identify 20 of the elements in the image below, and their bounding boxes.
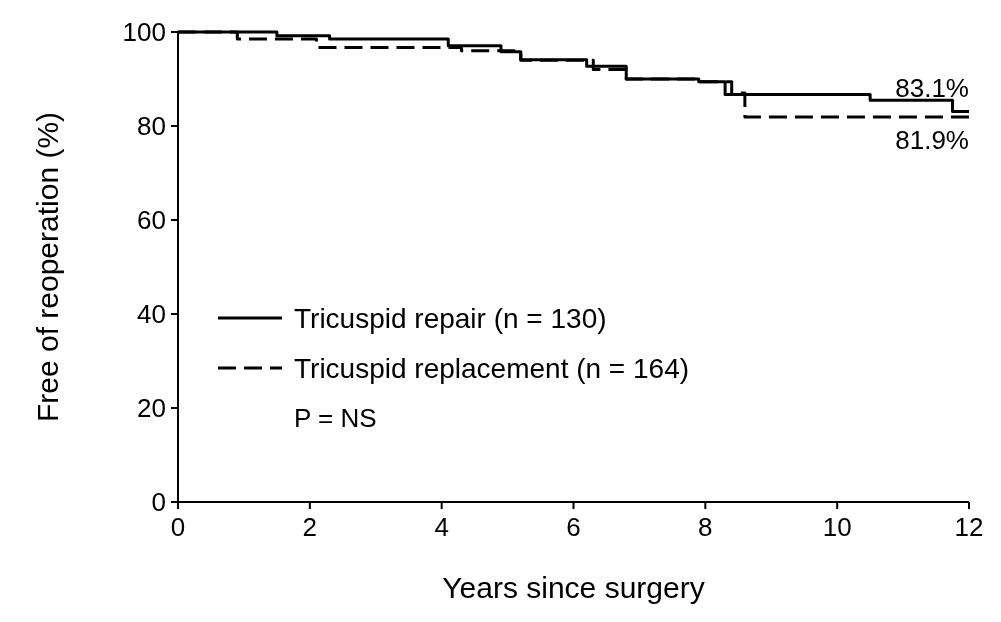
x-tick-label: 0 <box>170 512 186 542</box>
y-axis-title: Free of reoperation (%) <box>31 111 64 423</box>
x-tick-label: 10 <box>822 512 852 542</box>
x-axis-title: Years since surgery <box>442 571 705 604</box>
x-tick-label: 2 <box>302 512 318 542</box>
annotation: 81.9% <box>895 125 969 156</box>
y-tick-label: 40 <box>137 299 166 330</box>
x-tick-label: 8 <box>698 512 713 542</box>
legend-label: Tricuspid repair (n = 130) <box>294 302 607 334</box>
annotation: P = NS <box>294 403 377 434</box>
y-tick-label: 80 <box>137 111 166 142</box>
legend-label: Tricuspid replacement (n = 164) <box>294 352 690 384</box>
y-tick-label: 20 <box>137 393 166 424</box>
y-tick-label: 60 <box>137 205 166 236</box>
y-tick-label: 0 <box>151 487 166 518</box>
y-tick-label: 100 <box>122 17 166 48</box>
x-tick-label: 6 <box>566 512 581 542</box>
x-tick-label: 12 <box>954 512 984 542</box>
x-tick-label: 4 <box>434 512 449 542</box>
annotation: 83.1% <box>895 73 969 104</box>
